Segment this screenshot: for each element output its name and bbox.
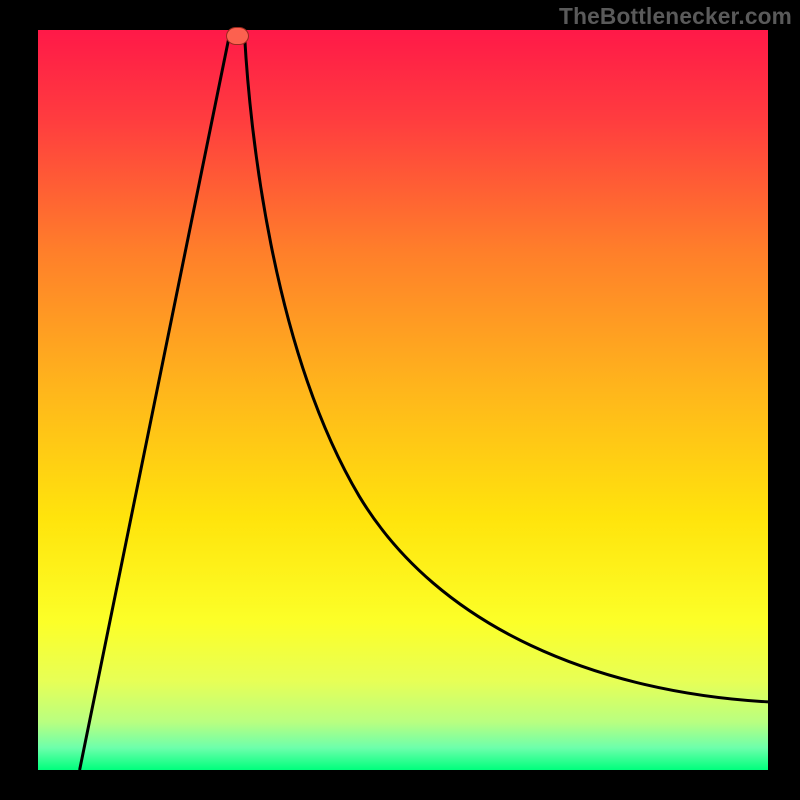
- minimum-marker-dot: [226, 27, 249, 45]
- curve-left-line: [80, 36, 230, 770]
- plot-area: [38, 30, 768, 770]
- curve-overlay: [38, 30, 768, 770]
- source-url-label: TheBottlenecker.com: [559, 3, 792, 30]
- figure-root: TheBottlenecker.com: [0, 0, 800, 800]
- curve-right-arc: [245, 36, 768, 702]
